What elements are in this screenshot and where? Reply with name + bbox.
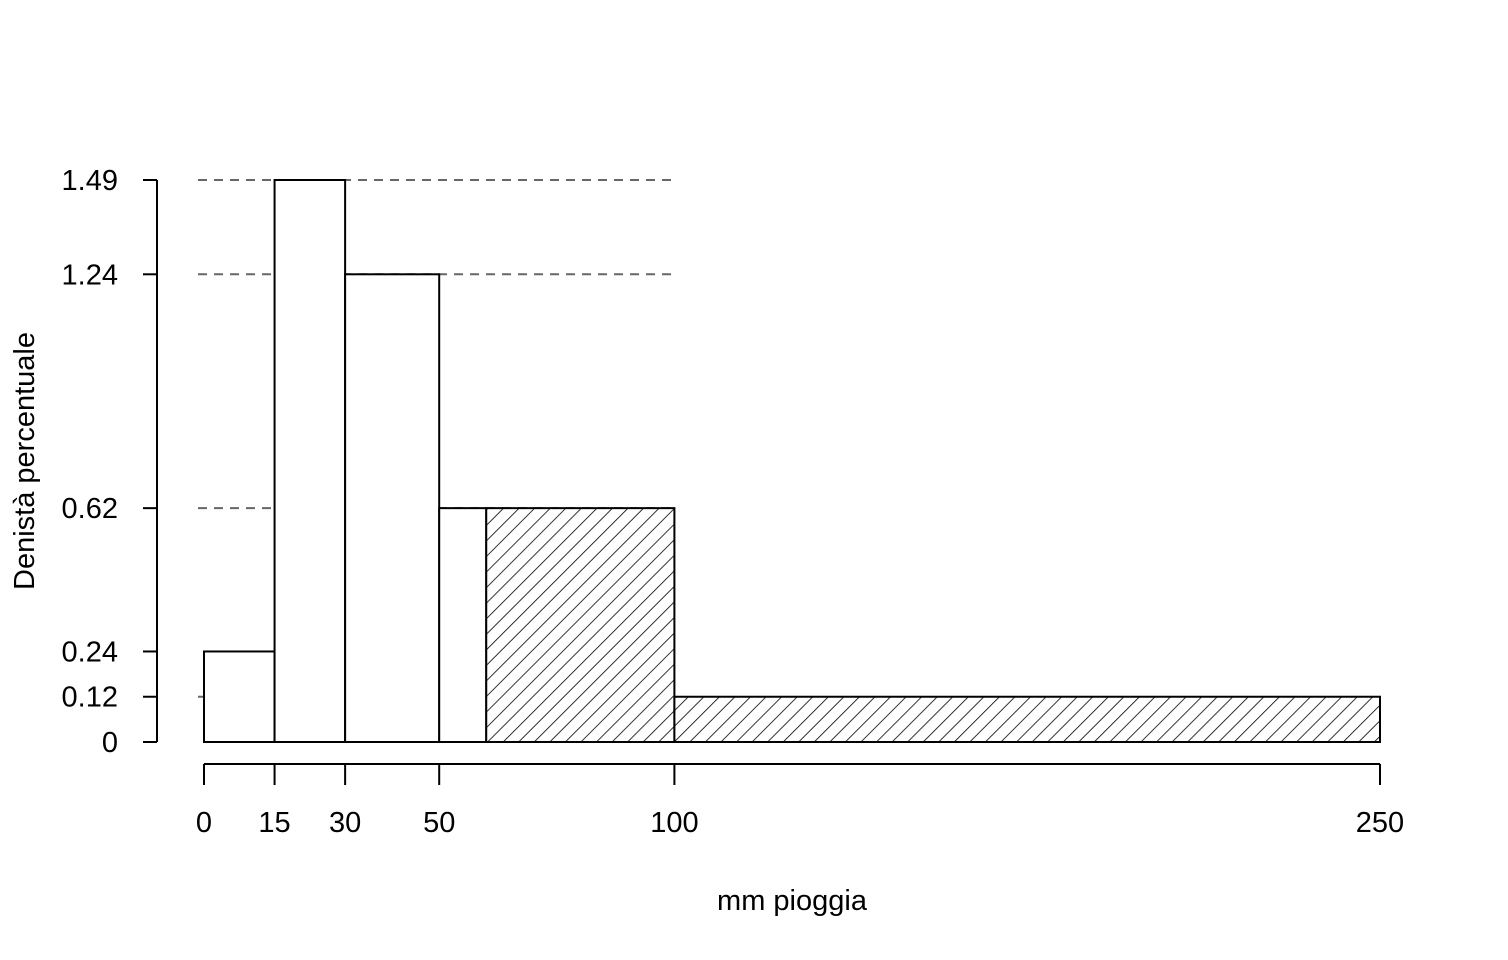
y-tick-label-5: 1.49 bbox=[62, 165, 118, 197]
x-tick-label-0: 0 bbox=[196, 807, 212, 839]
x-tick-label-1: 15 bbox=[258, 807, 290, 839]
histogram-bar-3 bbox=[438, 507, 488, 743]
histogram-bar-2 bbox=[344, 273, 441, 743]
histogram-bar-1 bbox=[273, 179, 347, 743]
y-tick-label-4: 1.24 bbox=[62, 259, 118, 291]
x-axis-title: mm pioggia bbox=[717, 885, 868, 917]
x-axis: 0 15 30 50 100 250 bbox=[196, 763, 1404, 839]
y-axis-title: Denistà percentuale bbox=[9, 332, 41, 590]
y-tick-label-2: 0.24 bbox=[62, 636, 118, 668]
x-tick-label-4: 100 bbox=[650, 807, 698, 839]
x-tick-label-5: 250 bbox=[1356, 807, 1404, 839]
histogram-bar-5 bbox=[673, 695, 1381, 744]
histogram-bar-4 bbox=[485, 507, 676, 743]
y-tick-label-3: 0.62 bbox=[62, 493, 118, 525]
y-axis: 0 0.12 0.24 0.62 1.24 1.49 bbox=[62, 165, 158, 759]
x-tick-label-2: 30 bbox=[329, 807, 361, 839]
bars bbox=[203, 179, 1381, 744]
histogram-bar-0 bbox=[203, 650, 276, 743]
y-tick-label-1: 0.12 bbox=[62, 682, 118, 714]
y-tick-label-0: 0 bbox=[102, 727, 118, 759]
x-tick-label-3: 50 bbox=[423, 807, 455, 839]
